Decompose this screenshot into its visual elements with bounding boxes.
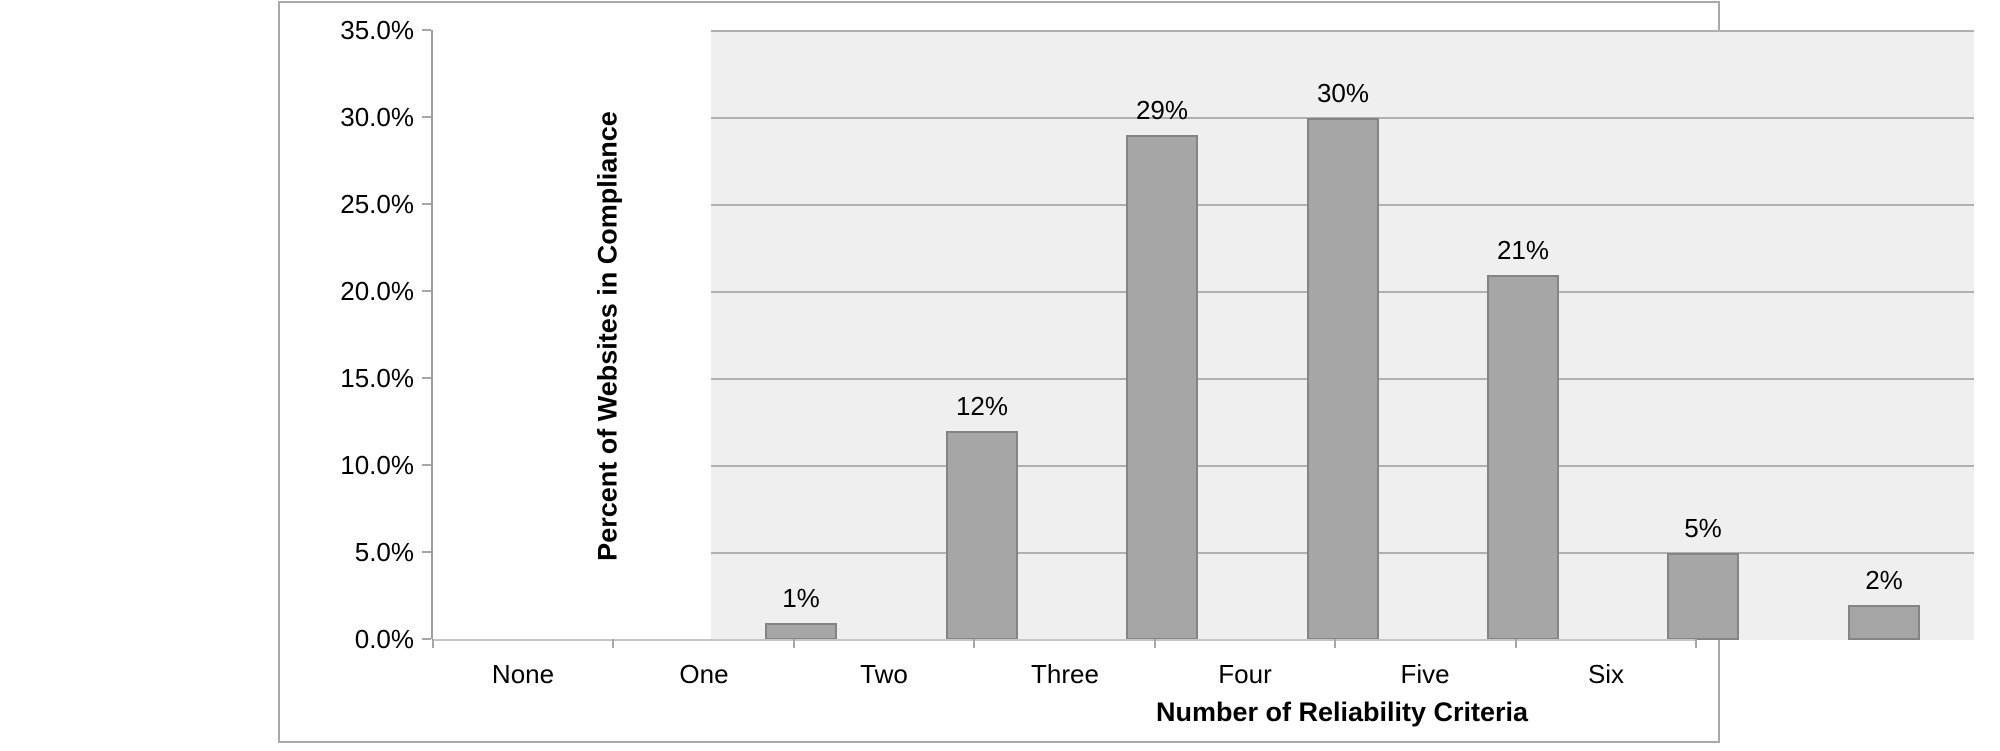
bar-five — [1667, 553, 1739, 640]
y-tick-mark — [422, 638, 431, 640]
bar-none — [765, 623, 837, 640]
x-category-label-six: Six — [1587, 659, 1625, 689]
y-tick-label: 30.0% — [340, 102, 414, 132]
bar-value-label-four: 21% — [1496, 235, 1550, 265]
y-tick-label: 25.0% — [340, 189, 414, 219]
x-tick-mark — [1334, 639, 1336, 648]
y-tick-label: 0.0% — [354, 624, 414, 654]
x-tick-mark — [432, 639, 434, 648]
bar-value-label-three: 30% — [1316, 78, 1370, 108]
y-tick-label: 15.0% — [340, 363, 414, 393]
y-tick-mark — [422, 116, 431, 118]
y-tick-mark — [422, 551, 431, 553]
plot-area: 1% 12% 29% 30% 21% 5% 2% — [711, 30, 1974, 640]
y-tick-mark — [422, 29, 431, 31]
x-category-label-five: Five — [1400, 659, 1450, 689]
bar-value-label-five: 5% — [1684, 513, 1722, 543]
y-tick-label: 10.0% — [340, 450, 414, 480]
x-tick-mark — [793, 639, 795, 648]
x-axis-title: Number of Reliability Criteria — [1155, 697, 1529, 727]
x-axis-line — [433, 639, 1696, 641]
y-tick-label: 5.0% — [354, 537, 414, 567]
y-axis-line — [431, 30, 433, 639]
x-category-label-one: One — [679, 659, 729, 689]
bar-one — [946, 431, 1018, 640]
x-tick-mark — [973, 639, 975, 648]
x-category-label-none: None — [491, 659, 555, 689]
x-tick-mark — [612, 639, 614, 648]
bar-two — [1126, 135, 1198, 640]
y-axis-title: Percent of Websites in Compliance — [592, 111, 623, 561]
y-tick-mark — [422, 464, 431, 466]
x-tick-mark — [1515, 639, 1517, 648]
bar-six — [1848, 605, 1920, 640]
bar-value-label-two: 29% — [1135, 95, 1189, 125]
y-tick-label: 20.0% — [340, 276, 414, 306]
y-tick-mark — [422, 203, 431, 205]
y-tick-mark — [422, 290, 431, 292]
chart-figure: Percent of Websites in Compliance Number… — [278, 1, 1974, 743]
bar-four — [1487, 275, 1559, 640]
y-tick-label: 35.0% — [340, 15, 414, 45]
x-tick-mark — [1154, 639, 1156, 648]
bar-value-label-none: 1% — [782, 583, 820, 613]
y-tick-mark — [422, 377, 431, 379]
x-tick-mark — [1695, 639, 1697, 648]
bar-value-label-one: 12% — [955, 391, 1009, 421]
x-category-label-four: Four — [1218, 659, 1272, 689]
bar-three — [1307, 118, 1379, 640]
x-category-label-two: Two — [860, 659, 908, 689]
bar-value-label-six: 2% — [1865, 565, 1903, 595]
gridline-35 — [711, 30, 1974, 32]
x-category-label-three: Three — [1031, 659, 1099, 689]
